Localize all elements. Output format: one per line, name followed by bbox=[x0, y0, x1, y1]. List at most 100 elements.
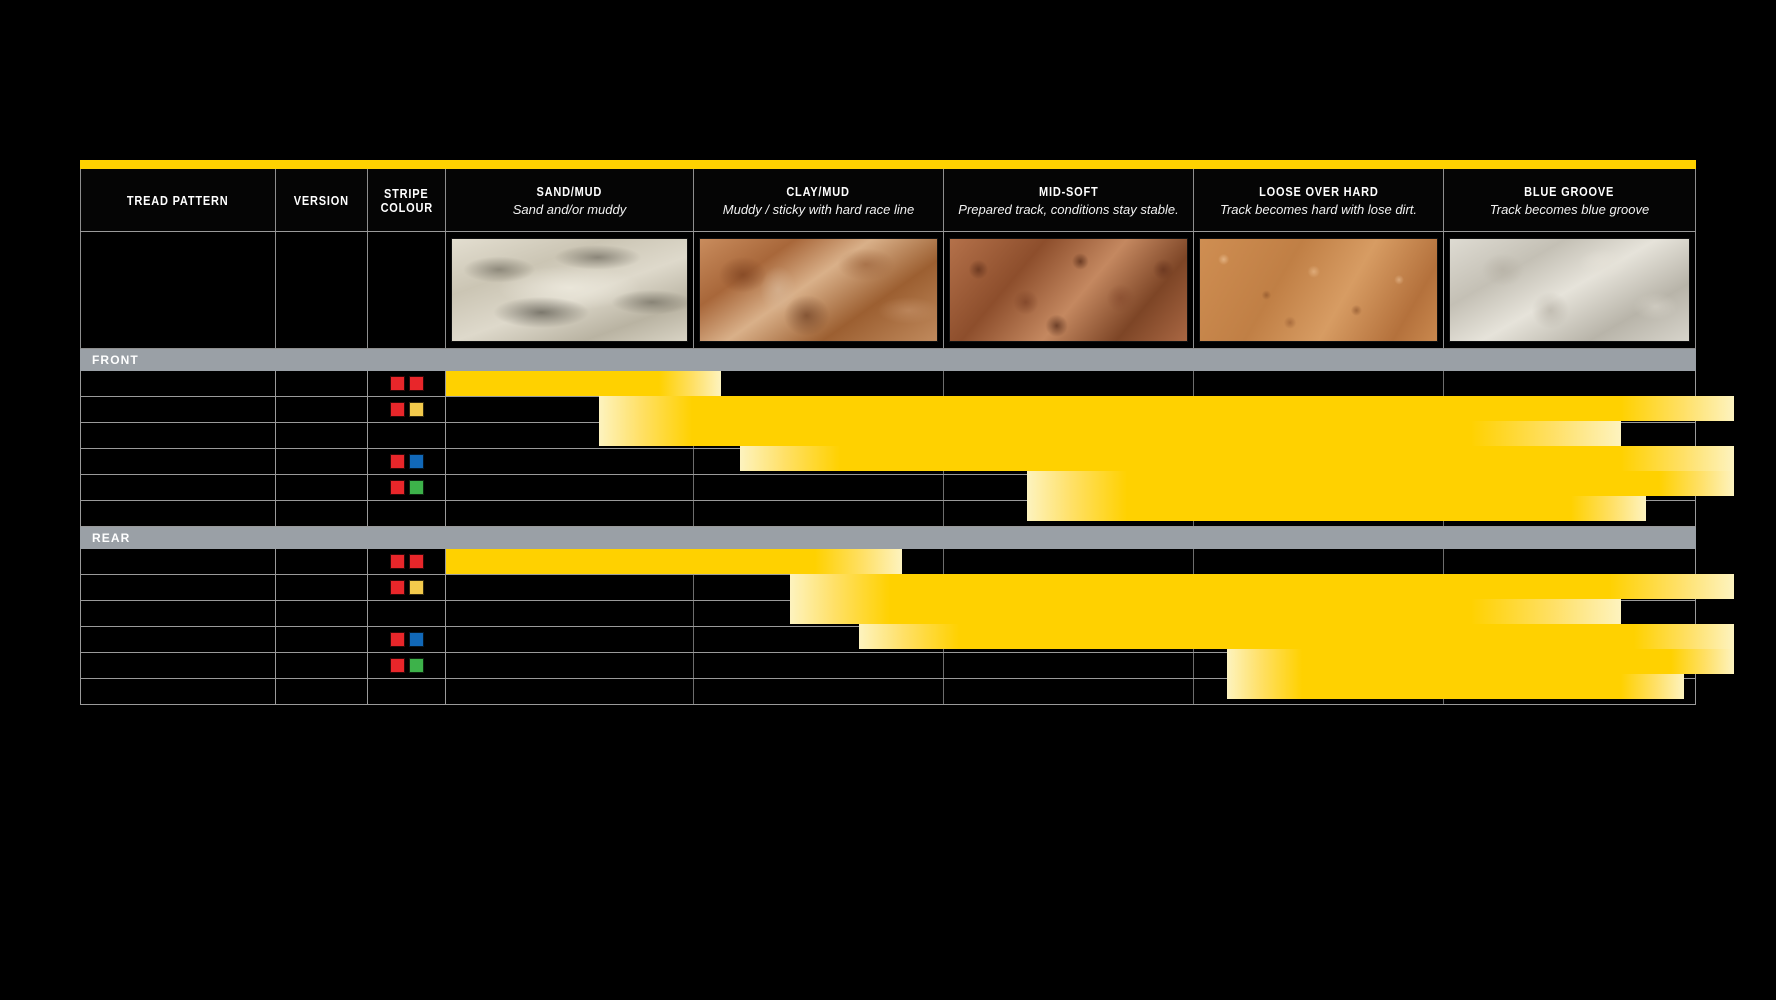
header-cell-sand-mud: SAND/MUD Sand and/or muddy bbox=[446, 169, 694, 231]
cell-surface-blue-groove bbox=[1444, 549, 1696, 574]
table-row[interactable] bbox=[80, 449, 1696, 475]
section-rows-front bbox=[80, 371, 1734, 527]
surface-header-title: LOOSE OVER HARD bbox=[1258, 184, 1379, 199]
row-cells bbox=[80, 575, 1696, 600]
row-cells bbox=[80, 679, 1696, 704]
cell-stripe-colour bbox=[368, 501, 446, 526]
cell-surface-clay-mud bbox=[694, 679, 944, 704]
header-cell-clay-mud: CLAY/MUD Muddy / sticky with hard race li… bbox=[694, 169, 944, 231]
row-cells bbox=[80, 449, 1696, 474]
image-cell-clay-mud bbox=[694, 232, 944, 348]
cell-surface-sand-mud bbox=[446, 371, 694, 396]
table-row[interactable] bbox=[80, 575, 1696, 601]
cell-surface-blue-groove bbox=[1444, 601, 1696, 626]
cell-surface-mid-soft bbox=[944, 423, 1194, 448]
surface-header-subtitle: Prepared track, conditions stay stable. bbox=[958, 201, 1179, 217]
header-cell-loose-over-hard: LOOSE OVER HARD Track becomes hard with l… bbox=[1194, 169, 1444, 231]
image-row-spacer-version bbox=[276, 232, 368, 348]
cell-surface-mid-soft bbox=[944, 501, 1194, 526]
cell-surface-blue-groove bbox=[1444, 501, 1696, 526]
table-row[interactable] bbox=[80, 601, 1696, 627]
table-row[interactable] bbox=[80, 371, 1696, 397]
stripe-chip-2 bbox=[408, 658, 424, 673]
cell-version bbox=[276, 627, 368, 652]
cell-surface-loose-over-hard bbox=[1194, 549, 1444, 574]
table-row[interactable] bbox=[80, 679, 1696, 705]
cell-surface-loose-over-hard bbox=[1194, 679, 1444, 704]
cell-stripe-colour bbox=[368, 449, 446, 474]
image-row-spacer-stripe-colour bbox=[368, 232, 446, 348]
cell-tread-pattern bbox=[80, 575, 276, 600]
section-band-front: FRONT bbox=[80, 349, 1696, 371]
stripe-chip-2 bbox=[408, 554, 424, 569]
cell-surface-clay-mud bbox=[694, 549, 944, 574]
accent-top-bar bbox=[80, 160, 1696, 169]
surface-photo-blue-groove bbox=[1449, 238, 1690, 342]
cell-tread-pattern bbox=[80, 501, 276, 526]
cell-tread-pattern bbox=[80, 679, 276, 704]
cell-tread-pattern bbox=[80, 423, 276, 448]
cell-stripe-colour bbox=[368, 601, 446, 626]
cell-surface-clay-mud bbox=[694, 575, 944, 600]
cell-tread-pattern bbox=[80, 397, 276, 422]
cell-surface-sand-mud bbox=[446, 549, 694, 574]
cell-surface-clay-mud bbox=[694, 423, 944, 448]
cell-surface-blue-groove bbox=[1444, 627, 1696, 652]
image-cell-mid-soft bbox=[944, 232, 1194, 348]
cell-tread-pattern bbox=[80, 449, 276, 474]
cell-surface-sand-mud bbox=[446, 423, 694, 448]
cell-surface-mid-soft bbox=[944, 549, 1194, 574]
header-cell-stripe-colour: STRIPE COLOUR bbox=[368, 169, 446, 231]
surface-header-subtitle: Muddy / sticky with hard race line bbox=[722, 201, 915, 217]
table-row[interactable] bbox=[80, 653, 1696, 679]
header-cell-mid-soft: MID-SOFT Prepared track, conditions stay … bbox=[944, 169, 1194, 231]
surface-header-title: BLUE GROOVE bbox=[1524, 184, 1615, 199]
cell-surface-clay-mud bbox=[694, 371, 944, 396]
cell-surface-clay-mud bbox=[694, 653, 944, 678]
row-cells bbox=[80, 397, 1696, 422]
header-cell-tread-pattern: TREAD PATTERN bbox=[80, 169, 276, 231]
cell-surface-sand-mud bbox=[446, 501, 694, 526]
header-title: STRIPE bbox=[384, 186, 429, 201]
cell-version bbox=[276, 475, 368, 500]
stripe-chip-1 bbox=[389, 658, 405, 673]
header-title-line2: COLOUR bbox=[380, 201, 433, 215]
row-cells bbox=[80, 423, 1696, 448]
cell-version bbox=[276, 423, 368, 448]
cell-stripe-colour bbox=[368, 397, 446, 422]
surface-photo-mid-soft bbox=[949, 238, 1188, 342]
cell-surface-blue-groove bbox=[1444, 679, 1696, 704]
row-cells bbox=[80, 475, 1696, 500]
cell-surface-blue-groove bbox=[1444, 475, 1696, 500]
cell-surface-blue-groove bbox=[1444, 423, 1696, 448]
cell-surface-mid-soft bbox=[944, 449, 1194, 474]
cell-surface-loose-over-hard bbox=[1194, 371, 1444, 396]
section-band-rear: REAR bbox=[80, 527, 1696, 549]
table-header-row: TREAD PATTERN VERSION STRIPE COLOUR SAND/MUD… bbox=[80, 169, 1696, 232]
surface-photo-loose-over-hard bbox=[1199, 238, 1438, 342]
image-cell-blue-groove bbox=[1444, 232, 1696, 348]
cell-tread-pattern bbox=[80, 475, 276, 500]
surface-photo-clay-mud bbox=[699, 238, 938, 342]
table-row[interactable] bbox=[80, 423, 1696, 449]
table-row[interactable] bbox=[80, 397, 1696, 423]
stripe-chip-2 bbox=[408, 580, 424, 595]
table-row[interactable] bbox=[80, 549, 1696, 575]
cell-surface-loose-over-hard bbox=[1194, 501, 1444, 526]
cell-version bbox=[276, 397, 368, 422]
surface-header-subtitle: Sand and/or muddy bbox=[512, 201, 627, 217]
cell-surface-sand-mud bbox=[446, 601, 694, 626]
row-cells bbox=[80, 371, 1696, 396]
cell-version bbox=[276, 653, 368, 678]
cell-surface-sand-mud bbox=[446, 575, 694, 600]
table-row[interactable] bbox=[80, 475, 1696, 501]
table-row[interactable] bbox=[80, 501, 1696, 527]
cell-version bbox=[276, 575, 368, 600]
cell-stripe-colour bbox=[368, 423, 446, 448]
cell-surface-sand-mud bbox=[446, 475, 694, 500]
table-row[interactable] bbox=[80, 627, 1696, 653]
cell-surface-blue-groove bbox=[1444, 397, 1696, 422]
stripe-chip-2 bbox=[408, 376, 424, 391]
image-row-spacer-tread-pattern bbox=[80, 232, 276, 348]
cell-surface-clay-mud bbox=[694, 475, 944, 500]
